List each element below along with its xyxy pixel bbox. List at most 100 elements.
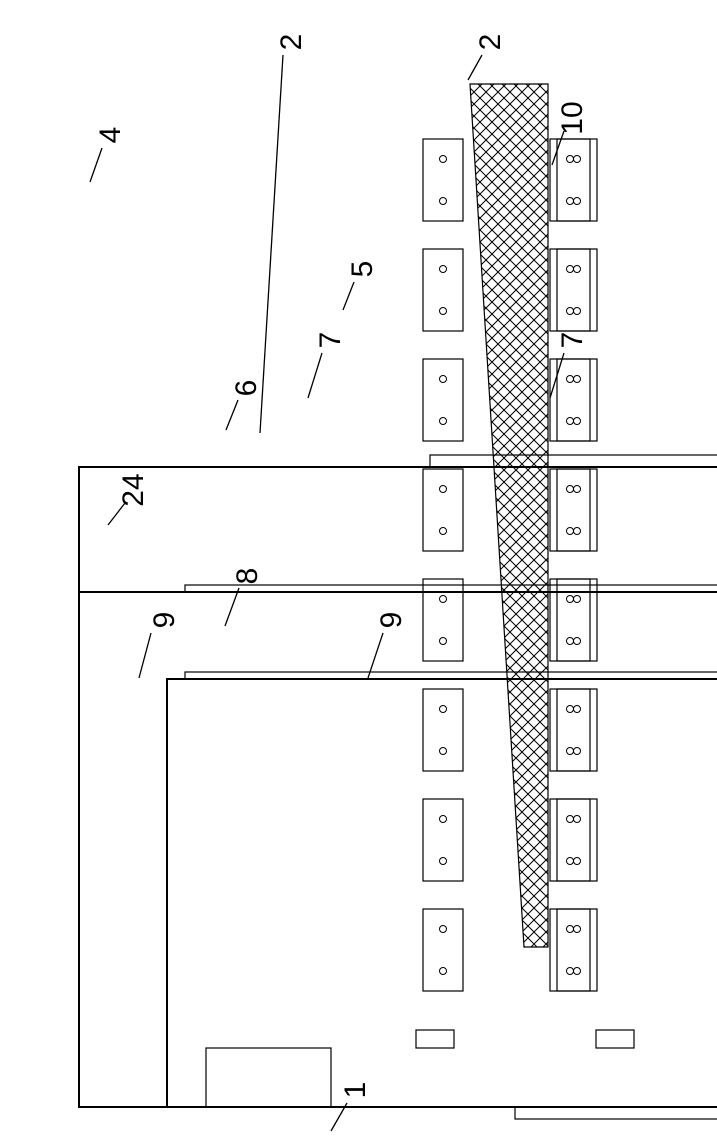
upper-bracket-7-3-bolt [440, 638, 447, 645]
lower-bracket-9-2-bolt [567, 706, 574, 713]
upper-bracket-7-2-bolt [440, 748, 447, 755]
upper-stub [515, 1107, 717, 1119]
lower-bracket-9-4-bolt [567, 528, 574, 535]
lower-bracket-9-1 [550, 799, 590, 881]
leader-lbl-9-right [139, 633, 151, 678]
upper-bracket-7-3-bolt [440, 596, 447, 603]
lbl-2-bottom: 2 [275, 34, 308, 51]
upper-bracket-7-6-bolt [440, 308, 447, 315]
lower-bracket-9-5-bolt [574, 376, 581, 383]
lbl-1: 1 [339, 1082, 372, 1099]
lower-bracket-9-6 [557, 249, 597, 331]
lower-stub [430, 455, 717, 467]
top-knob-1 [596, 1030, 634, 1048]
lbl-8: 8 [231, 568, 264, 585]
lower-bracket-9-6 [550, 249, 590, 331]
diagram-canvas: 2 2 10 4 5 7 7 6 24 8 9 9 1 [0, 0, 717, 1142]
lower-bracket-9-3-bolt [567, 596, 574, 603]
wedge-24 [470, 84, 548, 947]
lower-bracket-9-6-bolt [567, 308, 574, 315]
lower-bracket-9-5-bolt [567, 376, 574, 383]
upper-bracket-7-2-bolt [440, 706, 447, 713]
leader-lbl-2-top [468, 55, 482, 80]
upper-bracket-7-6 [423, 249, 463, 331]
lower-bracket-9-7-bolt [574, 156, 581, 163]
lower-bracket-9-2-bolt [574, 748, 581, 755]
lower-bracket-9-2 [557, 689, 597, 771]
lower-block [79, 467, 717, 592]
leader-lbl-7-right [308, 353, 322, 398]
upper-bracket-7-2 [423, 689, 463, 771]
lower-bracket-9-2 [550, 689, 590, 771]
lbl-7-left: 7 [556, 332, 589, 349]
lbl-5: 5 [346, 261, 379, 278]
upper-bracket-7-7 [423, 139, 463, 221]
upper-bracket-7-0 [423, 909, 463, 991]
lower-bracket-9-5-bolt [567, 418, 574, 425]
lower-bracket-9-0-bolt [574, 926, 581, 933]
lower-bracket-9-3-bolt [574, 638, 581, 645]
lower-rail-plate-8 [185, 585, 717, 592]
lower-bracket-9-3-bolt [567, 638, 574, 645]
upper-bracket-7-0-bolt [440, 926, 447, 933]
lbl-24: 24 [117, 473, 150, 506]
lower-bracket-9-7-bolt [567, 156, 574, 163]
leader-lbl-9-left [368, 633, 383, 678]
upper-bracket-7-5-bolt [440, 376, 447, 383]
lbl-10: 10 [556, 101, 589, 134]
lower-bracket-9-4 [557, 469, 597, 551]
leader-lbl-10 [552, 131, 564, 165]
upper-bracket-7-5-bolt [440, 418, 447, 425]
lower-bracket-9-7-bolt [567, 198, 574, 205]
lbl-9-left: 9 [375, 612, 408, 629]
upper-rail-plate-6 [185, 672, 717, 679]
lower-bracket-9-0-bolt [574, 968, 581, 975]
lower-bracket-9-6-bolt [574, 308, 581, 315]
lower-bracket-9-5 [550, 359, 590, 441]
upper-bracket-7-0-bolt [440, 968, 447, 975]
upper-bracket-7-1 [423, 799, 463, 881]
lbl-9-right: 9 [148, 612, 181, 629]
upper-bracket-7-1-bolt [440, 816, 447, 823]
lower-bracket-9-6-bolt [574, 266, 581, 273]
lower-bracket-9-7 [550, 139, 590, 221]
drawing-rotated-group [79, 84, 717, 1119]
lower-bracket-9-1-bolt [567, 816, 574, 823]
lower-bracket-9-7 [557, 139, 597, 221]
lower-bracket-9-1-bolt [574, 858, 581, 865]
lower-bracket-9-0 [557, 909, 597, 991]
top-knob-0 [416, 1030, 454, 1048]
lower-bracket-9-1-bolt [574, 816, 581, 823]
lower-bracket-9-2-bolt [567, 748, 574, 755]
upper-bracket-7-6-bolt [440, 266, 447, 273]
lower-bracket-9-2-bolt [574, 706, 581, 713]
lower-bracket-9-6-bolt [567, 266, 574, 273]
lbl-4: 4 [94, 127, 127, 144]
lower-bracket-9-3-bolt [574, 596, 581, 603]
lower-bracket-9-4-bolt [574, 486, 581, 493]
lower-bracket-9-0-bolt [567, 968, 574, 975]
upper-bracket-7-7-bolt [440, 156, 447, 163]
upper-bracket-7-7-bolt [440, 198, 447, 205]
upper-bracket-7-4-bolt [440, 528, 447, 535]
leader-lbl-2-bottom [260, 55, 283, 433]
upper-bracket-7-1-bolt [440, 858, 447, 865]
leader-lbl-4 [90, 148, 102, 182]
lower-bracket-9-5-bolt [574, 418, 581, 425]
lower-bracket-9-1 [557, 799, 597, 881]
upper-bracket-7-4-bolt [440, 486, 447, 493]
outer-frame [79, 467, 717, 1107]
lower-bracket-9-4-bolt [567, 486, 574, 493]
lbl-6: 6 [230, 380, 263, 397]
upper-bracket-7-4 [423, 469, 463, 551]
lower-bracket-9-0 [550, 909, 590, 991]
leader-lbl-6 [226, 400, 238, 430]
lower-bracket-9-0-bolt [567, 926, 574, 933]
lbl-2-top: 2 [474, 34, 507, 51]
upper-bracket-7-5 [423, 359, 463, 441]
lower-bracket-9-4 [550, 469, 590, 551]
lower-bracket-9-4-bolt [574, 528, 581, 535]
motor-right [206, 1048, 331, 1107]
lower-bracket-9-5 [557, 359, 597, 441]
lbl-7-right: 7 [314, 332, 347, 349]
